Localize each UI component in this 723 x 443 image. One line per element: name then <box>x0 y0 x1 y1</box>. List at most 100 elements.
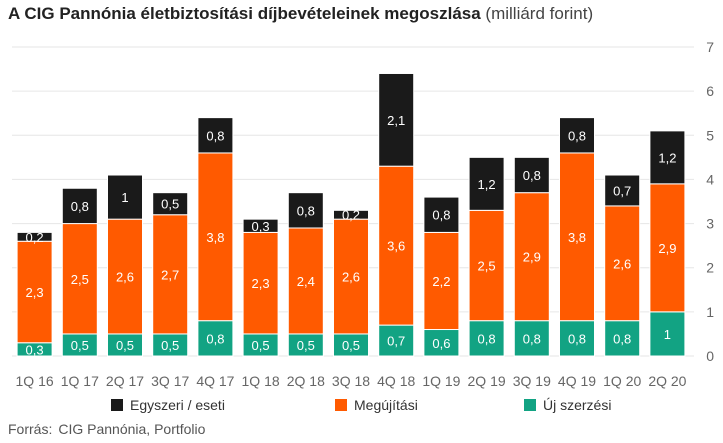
y-tick-label: 0 <box>706 348 714 364</box>
data-label: 1,2 <box>658 150 676 165</box>
source-text: CIG Pannónia, Portfolio <box>58 421 206 437</box>
bar-segment-single <box>559 117 595 154</box>
x-tick-label: 4Q 19 <box>558 373 596 389</box>
x-tick-label: 1Q 16 <box>16 373 54 389</box>
bar-segment-single <box>61 187 98 225</box>
bar-segment-single <box>468 156 505 211</box>
data-label: 2,9 <box>658 241 676 256</box>
bar-segment-single <box>604 174 641 207</box>
bar-segment-renewal <box>16 240 53 344</box>
data-label: 0,8 <box>206 331 224 346</box>
data-label: 1 <box>121 190 128 205</box>
bar-segment-single <box>197 117 234 154</box>
bar-segment-new <box>604 320 641 357</box>
y-tick-label: 7 <box>706 39 714 55</box>
data-label: 2,3 <box>26 285 44 300</box>
x-tick-label: 2Q 20 <box>648 373 686 389</box>
data-label: 2,6 <box>342 270 360 285</box>
legend-label-renewal: Megújítási <box>354 397 418 413</box>
bar-segment-renewal <box>468 209 505 322</box>
chart-legend: Egyszeri / eseti Megújítási Új szerzési <box>0 397 723 417</box>
bar-segment-new <box>378 324 415 357</box>
x-tick-label: 3Q 17 <box>151 373 189 389</box>
data-label: 1 <box>664 327 671 342</box>
bar-segment-renewal <box>197 152 234 322</box>
source-note: Forrás: CIG Pannónia, Portfolio <box>8 421 211 437</box>
legend-swatch-renewal <box>335 399 347 411</box>
data-label: 2,9 <box>523 250 541 265</box>
data-label: 0,7 <box>387 334 405 349</box>
bar-segment-renewal <box>378 165 415 326</box>
data-label: 0,5 <box>116 338 134 353</box>
data-label: 0,8 <box>71 199 89 214</box>
bar-segment-single <box>649 130 686 185</box>
data-label: 0,5 <box>71 338 89 353</box>
bar-segment-new <box>468 320 505 357</box>
legend-label-single: Egyszeri / eseti <box>130 397 225 413</box>
bar-segment-single <box>513 156 550 194</box>
data-label: 2,7 <box>161 267 179 282</box>
data-label: 0,3 <box>26 342 44 357</box>
bar-segment-renewal <box>333 218 369 335</box>
data-label: 0,5 <box>161 338 179 353</box>
data-label: 0,6 <box>432 336 450 351</box>
data-label: 0,8 <box>478 331 496 346</box>
data-label: 2,5 <box>478 259 496 274</box>
bar-segment-single <box>378 72 415 167</box>
data-label: 0,5 <box>252 338 270 353</box>
x-tick-label: 1Q 18 <box>242 373 280 389</box>
data-label: 3,8 <box>206 230 224 245</box>
legend-swatch-single <box>111 399 123 411</box>
data-label: 0,8 <box>613 331 631 346</box>
data-label: 2,4 <box>297 274 315 289</box>
x-tick-label: 1Q 20 <box>603 373 641 389</box>
data-label: 0,8 <box>206 128 224 143</box>
data-label: 0,8 <box>568 331 586 346</box>
x-tick-label: 2Q 19 <box>468 373 506 389</box>
bar-segment-renewal <box>604 205 641 322</box>
bar-segment-new <box>559 320 595 357</box>
stacked-bar-chart: 0 1 2 3 4 5 6 7 0,3 2,3 0,2 1Q 16 0,5 2,5 0,8 1Q 17 0,5 2… <box>12 39 714 389</box>
bar-segment-single <box>152 192 189 216</box>
bar-segment-new <box>197 320 234 357</box>
y-tick-label: 5 <box>706 127 714 143</box>
data-label: 0,8 <box>523 168 541 183</box>
x-tick-label: 3Q 19 <box>513 373 551 389</box>
bar-segment-new <box>423 329 460 357</box>
legend-item-single: Egyszeri / eseti <box>111 397 225 413</box>
chart-title-unit: (milliárd forint) <box>485 4 594 23</box>
legend-label-new: Új szerzési <box>543 397 612 413</box>
legend-item-new: Új szerzési <box>524 397 611 413</box>
y-tick-label: 6 <box>706 83 714 99</box>
data-label: 0,5 <box>342 338 360 353</box>
bar-segment-renewal <box>61 223 98 335</box>
data-label: 0,2 <box>26 230 44 245</box>
data-label: 2,6 <box>116 270 134 285</box>
y-tick-label: 4 <box>706 171 714 187</box>
x-tick-label: 3Q 18 <box>332 373 370 389</box>
data-label: 0,8 <box>523 331 541 346</box>
x-tick-label: 2Q 17 <box>106 373 144 389</box>
bar-segment-single <box>423 196 460 233</box>
y-tick-label: 1 <box>706 304 714 320</box>
x-tick-label: 1Q 17 <box>61 373 99 389</box>
data-label: 0,8 <box>297 203 315 218</box>
data-label: 0,5 <box>297 338 315 353</box>
data-label: 2,1 <box>387 113 405 128</box>
data-label: 0,8 <box>432 208 450 223</box>
data-label: 2,5 <box>71 272 89 287</box>
bar-segment-single <box>16 231 53 242</box>
legend-item-renewal: Megújítási <box>335 397 418 413</box>
bar-segment-single <box>242 218 279 233</box>
data-label: 0,8 <box>568 128 586 143</box>
data-label: 1,2 <box>478 177 496 192</box>
x-tick-label: 4Q 18 <box>377 373 415 389</box>
source-label: Forrás: <box>8 421 53 437</box>
data-label: 3,8 <box>568 230 586 245</box>
bar-segment-single <box>107 174 143 220</box>
data-label: 2,3 <box>252 276 270 291</box>
data-label: 2,2 <box>432 274 450 289</box>
data-label: 0,7 <box>613 183 631 198</box>
data-label: 0,5 <box>161 197 179 212</box>
data-label: 3,6 <box>387 239 405 254</box>
